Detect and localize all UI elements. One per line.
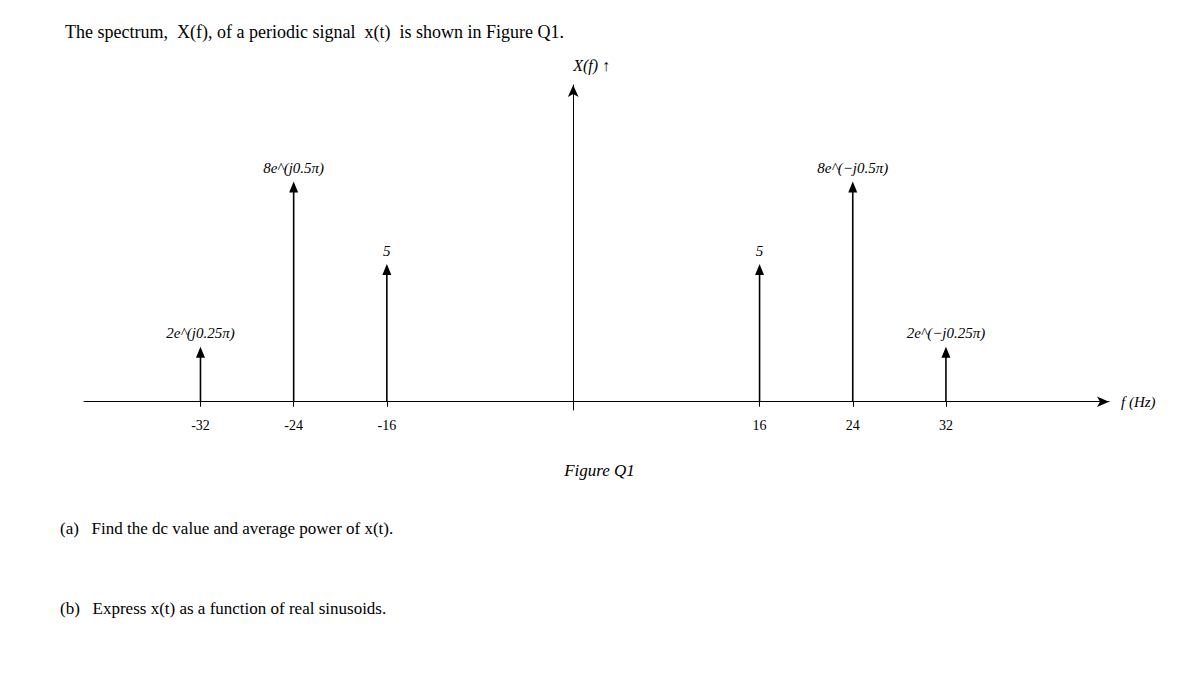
svg-text:2e^(j0.25π): 2e^(j0.25π)	[166, 325, 234, 342]
svg-text:-16: -16	[378, 418, 397, 433]
svg-text:-32: -32	[191, 418, 210, 433]
svg-text:(a) Find the dc value and av: (a) Find the dc value and average power …	[60, 519, 393, 538]
svg-text:5: 5	[383, 243, 391, 259]
svg-text:16: 16	[753, 418, 767, 433]
svg-text:Figure Q1: Figure Q1	[563, 461, 635, 480]
svg-text:8e^(−j0.5π): 8e^(−j0.5π)	[817, 160, 888, 177]
svg-text:X(f) ↑: X(f) ↑	[572, 57, 610, 75]
svg-text:5: 5	[756, 243, 764, 259]
svg-text:-24: -24	[284, 418, 303, 433]
svg-text:The spectrum, X(f), of a peri: The spectrum, X(f), of a periodic signal…	[65, 22, 564, 43]
svg-text:8e^(j0.5π): 8e^(j0.5π)	[263, 160, 324, 177]
svg-text:2e^(−j0.25π): 2e^(−j0.25π)	[907, 325, 986, 342]
svg-text:32: 32	[939, 418, 953, 433]
svg-text:f (Hz): f (Hz)	[1121, 394, 1156, 411]
svg-text:(b) Express x(t) as a functi: (b) Express x(t) as a function of real s…	[60, 599, 386, 618]
svg-text:24: 24	[846, 418, 860, 433]
